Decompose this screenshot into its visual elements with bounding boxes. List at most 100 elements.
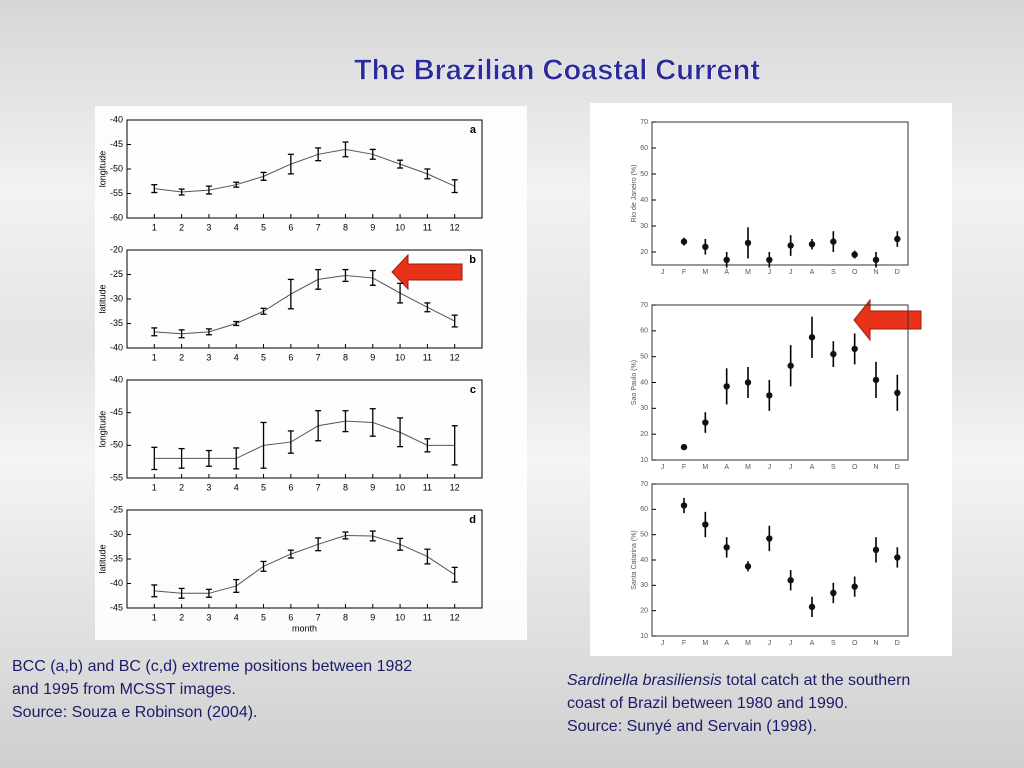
panel-label: b xyxy=(469,254,476,266)
point xyxy=(872,376,880,384)
point xyxy=(787,242,794,249)
x-tick-label: 6 xyxy=(288,612,293,622)
error-bar xyxy=(451,425,458,466)
x-tick-label: M xyxy=(702,640,708,647)
error-bar xyxy=(369,530,376,542)
caption-line: Source: Sunyé and Servain (1998). xyxy=(567,718,817,735)
x-tick-label: A xyxy=(724,269,729,276)
error-bar xyxy=(342,268,349,283)
point xyxy=(723,544,730,551)
error-bar xyxy=(315,268,322,290)
x-tick-label: S xyxy=(831,464,836,471)
error-bar xyxy=(369,148,376,160)
x-tick-label: 4 xyxy=(234,222,239,232)
x-tick-label: O xyxy=(852,640,858,647)
y-axis-label: latitude xyxy=(97,544,107,573)
point xyxy=(723,256,730,263)
y-tick-label: 70 xyxy=(640,302,648,309)
x-tick-label: 1 xyxy=(152,222,157,232)
y-tick-label: -20 xyxy=(110,244,123,254)
error-bar xyxy=(287,430,294,454)
x-tick-label: 3 xyxy=(206,612,211,622)
x-tick-label: 9 xyxy=(370,612,375,622)
y-tick-label: 40 xyxy=(640,557,648,564)
panel-label: a xyxy=(470,124,477,136)
y-tick-label: 60 xyxy=(640,145,648,152)
series-line xyxy=(154,148,455,193)
y-tick-label: -30 xyxy=(110,293,123,303)
y-tick-label: 50 xyxy=(640,532,648,539)
x-tick-label: 5 xyxy=(261,352,266,362)
x-tick-label: 9 xyxy=(370,222,375,232)
error-bar xyxy=(424,302,431,313)
point xyxy=(894,235,901,243)
x-tick-label: 12 xyxy=(450,482,460,492)
x-tick-label: J xyxy=(768,269,772,276)
y-tick-label: 30 xyxy=(640,582,648,589)
x-tick-label: J xyxy=(661,640,665,647)
caption-text: total catch at the southern xyxy=(726,672,911,689)
point xyxy=(808,603,816,611)
error-bar xyxy=(178,587,185,599)
error-bar xyxy=(260,560,267,572)
x-tick-label: 2 xyxy=(179,222,184,232)
plot-frame xyxy=(126,379,483,479)
point xyxy=(680,238,688,245)
point xyxy=(744,379,752,386)
y-tick-label: -45 xyxy=(110,602,123,612)
y-tick-label: -55 xyxy=(110,472,123,482)
y-axis-label: Santa Catarina (%) xyxy=(631,530,638,590)
x-tick-label: N xyxy=(873,269,878,276)
x-tick-label: D xyxy=(895,269,900,276)
x-tick-label: S xyxy=(831,640,836,647)
x-tick-label: A xyxy=(810,269,815,276)
y-tick-label: 60 xyxy=(640,506,648,513)
x-tick-label: 4 xyxy=(234,612,239,622)
error-bar xyxy=(178,188,185,196)
x-tick-label: 12 xyxy=(450,222,460,232)
plot-frame xyxy=(651,121,909,266)
y-tick-label: 20 xyxy=(640,608,648,615)
point xyxy=(787,577,794,584)
y-tick-label: 50 xyxy=(640,171,648,178)
error-bar xyxy=(233,181,240,188)
x-tick-label: 2 xyxy=(179,612,184,622)
x-tick-label: 10 xyxy=(395,482,405,492)
error-bar xyxy=(205,588,212,598)
error-bar xyxy=(233,320,240,327)
x-tick-label: M xyxy=(745,640,751,647)
error-bar xyxy=(233,578,240,593)
error-bar xyxy=(287,549,294,559)
x-tick-label: 7 xyxy=(316,352,321,362)
error-bar xyxy=(342,531,349,540)
x-tick-label: M xyxy=(702,464,708,471)
left-caption: BCC (a,b) and BC (c,d) extreme positions… xyxy=(12,655,412,724)
y-tick-label: -45 xyxy=(110,407,123,417)
x-tick-label: 4 xyxy=(234,352,239,362)
x-tick-label: 10 xyxy=(395,352,405,362)
y-axis-label: longitude xyxy=(97,151,107,188)
point xyxy=(766,392,773,399)
point xyxy=(702,521,709,528)
x-tick-label: 7 xyxy=(316,612,321,622)
point xyxy=(851,251,858,258)
y-axis-label: Rio de Janeiro (%) xyxy=(631,165,638,223)
x-tick-label: S xyxy=(831,269,836,276)
point xyxy=(830,350,837,358)
y-tick-label: 40 xyxy=(640,197,648,204)
x-tick-label: 6 xyxy=(288,352,293,362)
x-tick-label: 9 xyxy=(370,482,375,492)
y-tick-label: -40 xyxy=(110,342,123,352)
y-tick-label: 70 xyxy=(640,481,648,488)
y-tick-label: -45 xyxy=(110,139,123,149)
panel-label: d xyxy=(469,514,476,526)
x-tick-label: 11 xyxy=(423,222,432,232)
point xyxy=(680,443,688,451)
y-tick-label: -55 xyxy=(110,188,123,198)
x-tick-label: 12 xyxy=(450,352,460,362)
x-tick-label: 2 xyxy=(179,482,184,492)
x-tick-label: 8 xyxy=(343,352,348,362)
x-tick-label: A xyxy=(724,640,729,647)
